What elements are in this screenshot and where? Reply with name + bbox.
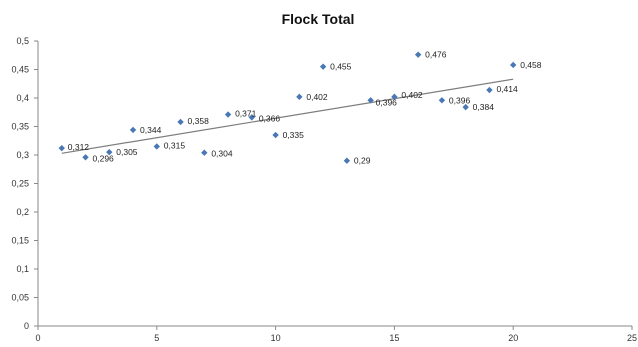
data-point (462, 103, 469, 111)
data-point (248, 114, 256, 121)
axes-layer (37, 41, 632, 327)
data-label: 0,458 (520, 60, 542, 70)
data-label: 0,371 (235, 109, 257, 119)
ticks-layer: 0 5 10 15 20 2500,050,10,150,20,250,30,350,40… (11, 36, 637, 343)
y-tick-label: 0,1 (16, 264, 29, 274)
data-point (296, 93, 303, 101)
data-point (272, 131, 279, 139)
data-point (510, 61, 517, 69)
x-tick-label: 5 (154, 333, 159, 343)
x-tick-label: 25 (627, 333, 637, 343)
data-point (177, 118, 184, 126)
data-point (414, 51, 422, 58)
data-label: 0,384 (473, 102, 495, 112)
data-label: 0,402 (306, 92, 328, 102)
data-point (153, 143, 160, 150)
x-tick-label: 20 (508, 333, 518, 343)
data-label: 0,312 (68, 142, 90, 152)
trendline (61, 78, 514, 154)
data-label: 0,296 (93, 153, 115, 163)
y-tick-label: 0,35 (11, 122, 29, 132)
trendline-layer (61, 78, 514, 154)
y-tick-label: 0,3 (16, 150, 29, 160)
data-point (58, 144, 65, 152)
data-label: 0,366 (259, 113, 281, 123)
y-tick-label: 0,15 (11, 236, 29, 246)
data-point (319, 63, 327, 70)
data-label: 0,335 (283, 130, 305, 140)
x-tick-label: 10 (271, 333, 281, 343)
x-tick-label: 0 (35, 333, 40, 343)
data-label: 0,455 (330, 62, 352, 72)
data-point (438, 97, 446, 104)
data-label: 0,396 (449, 95, 471, 105)
data-label: 0,476 (425, 50, 447, 60)
data-point (224, 111, 232, 118)
data-point (201, 149, 208, 156)
data-point (343, 157, 351, 164)
data-label: 0,304 (211, 149, 233, 159)
data-point (367, 97, 374, 104)
points-layer (58, 51, 517, 164)
y-tick-label: 0,25 (11, 179, 29, 189)
data-point (106, 148, 113, 156)
data-point (129, 126, 137, 134)
x-tick-label: 15 (389, 333, 399, 343)
data-point (486, 86, 493, 94)
data-label: 0,358 (188, 116, 210, 126)
data-label: 0,315 (164, 140, 186, 150)
data-point (82, 154, 89, 161)
data-label: 0,402 (401, 90, 423, 100)
data-label: 0,344 (140, 125, 162, 135)
y-tick-label: 0 (24, 321, 29, 331)
y-tick-label: 0,45 (11, 65, 29, 75)
y-tick-label: 0,05 (11, 293, 29, 303)
data-label: 0,396 (376, 97, 398, 107)
data-label: 0,305 (116, 147, 138, 157)
data-label: 0,29 (354, 156, 371, 166)
y-tick-label: 0,4 (16, 93, 29, 103)
data-point (391, 93, 398, 101)
y-tick-label: 0,5 (16, 36, 29, 46)
data-label: 0,414 (496, 84, 518, 94)
chart-title: Flock Total (282, 11, 355, 27)
y-tick-label: 0,2 (16, 207, 29, 217)
